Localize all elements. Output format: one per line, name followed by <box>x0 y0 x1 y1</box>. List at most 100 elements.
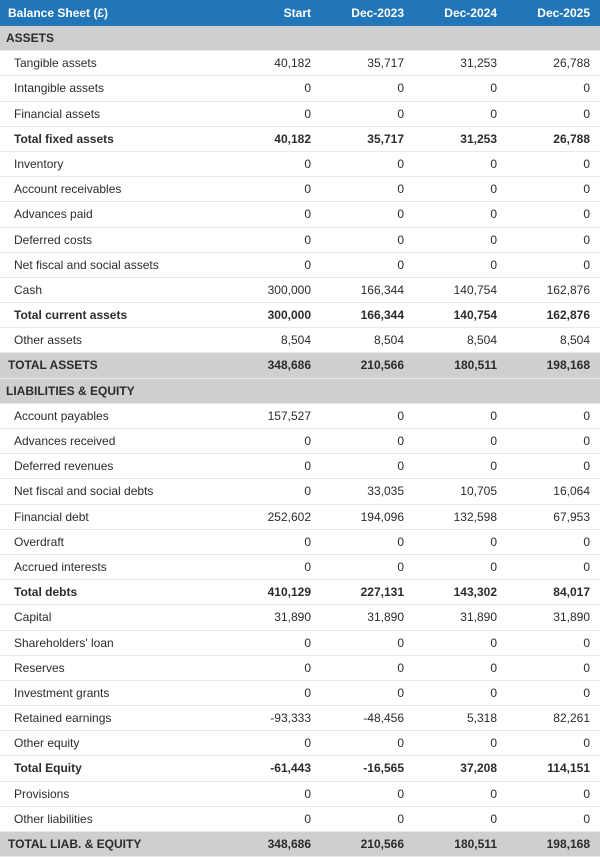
cell-value: 31,890 <box>228 605 321 630</box>
table-row: Net fiscal and social assets0000 <box>0 252 600 277</box>
grand-total-row: TOTAL LIAB. & EQUITY348,686210,566180,51… <box>0 832 600 857</box>
cell-value: 8,504 <box>507 328 600 353</box>
cell-value: 0 <box>507 151 600 176</box>
cell-value: 0 <box>228 252 321 277</box>
cell-value: 0 <box>228 630 321 655</box>
row-label: Accrued interests <box>0 554 228 579</box>
cell-value: 0 <box>228 177 321 202</box>
row-label: Tangible assets <box>0 51 228 76</box>
row-label: Financial assets <box>0 101 228 126</box>
cell-value: 0 <box>321 680 414 705</box>
cell-value: 0 <box>414 680 507 705</box>
cell-value: 0 <box>507 429 600 454</box>
cell-value: 162,876 <box>507 303 600 328</box>
cell-value: 0 <box>414 454 507 479</box>
cell-value: 0 <box>414 202 507 227</box>
cell-value: 0 <box>414 151 507 176</box>
cell-value: 0 <box>414 429 507 454</box>
col-header-title: Balance Sheet (£) <box>0 0 228 26</box>
table-body: ASSETSTangible assets40,18235,71731,2532… <box>0 26 600 857</box>
table-row: Overdraft0000 <box>0 529 600 554</box>
cell-value: 0 <box>507 806 600 831</box>
row-label: Other liabilities <box>0 806 228 831</box>
table-row: Capital31,89031,89031,89031,890 <box>0 605 600 630</box>
cell-value: 227,131 <box>321 580 414 605</box>
grand-total-row: TOTAL ASSETS348,686210,566180,511198,168 <box>0 353 600 378</box>
subtotal-row: Total current assets300,000166,344140,75… <box>0 303 600 328</box>
cell-value: 210,566 <box>321 353 414 378</box>
cell-value: 166,344 <box>321 303 414 328</box>
section-label: ASSETS <box>0 26 600 51</box>
row-label: Financial debt <box>0 504 228 529</box>
cell-value: 0 <box>414 177 507 202</box>
table-row: Reserves0000 <box>0 655 600 680</box>
col-header-2025: Dec-2025 <box>507 0 600 26</box>
cell-value: 0 <box>228 76 321 101</box>
cell-value: 180,511 <box>414 832 507 857</box>
cell-value: 0 <box>321 655 414 680</box>
cell-value: 194,096 <box>321 504 414 529</box>
cell-value: 0 <box>507 554 600 579</box>
row-label: Total current assets <box>0 303 228 328</box>
row-label: Inventory <box>0 151 228 176</box>
cell-value: 0 <box>321 554 414 579</box>
cell-value: 0 <box>507 655 600 680</box>
cell-value: 0 <box>507 202 600 227</box>
cell-value: 0 <box>414 252 507 277</box>
table-row: Account payables157,527000 <box>0 403 600 428</box>
cell-value: 0 <box>414 76 507 101</box>
table-row: Net fiscal and social debts033,03510,705… <box>0 479 600 504</box>
table-row: Account receivables0000 <box>0 177 600 202</box>
cell-value: 0 <box>507 731 600 756</box>
cell-value: 82,261 <box>507 706 600 731</box>
row-label: Shareholders' loan <box>0 630 228 655</box>
cell-value: 35,717 <box>321 51 414 76</box>
table-row: Deferred costs0000 <box>0 227 600 252</box>
balance-sheet-table: Balance Sheet (£) Start Dec-2023 Dec-202… <box>0 0 600 857</box>
cell-value: 0 <box>507 227 600 252</box>
cell-value: 0 <box>414 781 507 806</box>
cell-value: 0 <box>321 529 414 554</box>
cell-value: 0 <box>507 454 600 479</box>
row-label: Account receivables <box>0 177 228 202</box>
cell-value: 0 <box>507 101 600 126</box>
table-row: Advances paid0000 <box>0 202 600 227</box>
row-label: Total Equity <box>0 756 228 781</box>
row-label: Investment grants <box>0 680 228 705</box>
cell-value: 0 <box>321 151 414 176</box>
cell-value: 5,318 <box>414 706 507 731</box>
cell-value: 8,504 <box>321 328 414 353</box>
cell-value: 0 <box>507 781 600 806</box>
cell-value: 0 <box>228 202 321 227</box>
table-header-row: Balance Sheet (£) Start Dec-2023 Dec-202… <box>0 0 600 26</box>
cell-value: 0 <box>507 529 600 554</box>
table-row: Tangible assets40,18235,71731,25326,788 <box>0 51 600 76</box>
cell-value: 40,182 <box>228 126 321 151</box>
cell-value: 0 <box>321 403 414 428</box>
row-label: Advances received <box>0 429 228 454</box>
cell-value: 0 <box>414 227 507 252</box>
subtotal-row: Total debts410,129227,131143,30284,017 <box>0 580 600 605</box>
cell-value: 0 <box>228 731 321 756</box>
cell-value: 35,717 <box>321 126 414 151</box>
cell-value: 0 <box>507 630 600 655</box>
subtotal-row: Total fixed assets40,18235,71731,25326,7… <box>0 126 600 151</box>
row-label: Total fixed assets <box>0 126 228 151</box>
cell-value: 16,064 <box>507 479 600 504</box>
row-label: Provisions <box>0 781 228 806</box>
row-label: Intangible assets <box>0 76 228 101</box>
cell-value: 0 <box>321 731 414 756</box>
subtotal-row: Total Equity-61,443-16,56537,208114,151 <box>0 756 600 781</box>
table-row: Financial debt252,602194,096132,59867,95… <box>0 504 600 529</box>
cell-value: -61,443 <box>228 756 321 781</box>
table-row: Shareholders' loan0000 <box>0 630 600 655</box>
cell-value: 31,253 <box>414 126 507 151</box>
table-row: Retained earnings-93,333-48,4565,31882,2… <box>0 706 600 731</box>
cell-value: 0 <box>321 101 414 126</box>
cell-value: 166,344 <box>321 277 414 302</box>
cell-value: 0 <box>228 454 321 479</box>
row-label: Account payables <box>0 403 228 428</box>
cell-value: 37,208 <box>414 756 507 781</box>
table-row: Intangible assets0000 <box>0 76 600 101</box>
cell-value: 31,890 <box>321 605 414 630</box>
